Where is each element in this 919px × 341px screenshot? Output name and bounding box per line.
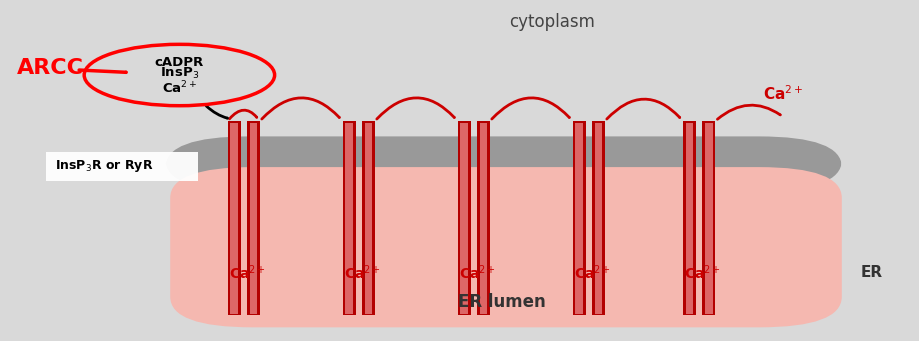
Bar bbox=[249, 123, 257, 314]
Bar bbox=[228, 121, 241, 315]
Text: Ca$^{2+}$: Ca$^{2+}$ bbox=[763, 85, 802, 103]
Bar bbox=[702, 121, 715, 315]
FancyArrowPatch shape bbox=[262, 98, 339, 119]
Bar bbox=[460, 123, 468, 314]
Text: Ca$^{2+}$: Ca$^{2+}$ bbox=[684, 264, 720, 282]
FancyArrowPatch shape bbox=[79, 70, 126, 72]
Text: Ca$^{2+}$: Ca$^{2+}$ bbox=[344, 264, 380, 282]
Bar bbox=[477, 121, 489, 315]
Bar bbox=[362, 121, 375, 315]
Bar bbox=[364, 123, 372, 314]
FancyArrowPatch shape bbox=[377, 98, 454, 119]
Text: ER: ER bbox=[859, 265, 881, 280]
FancyArrowPatch shape bbox=[492, 98, 569, 119]
Text: cADPR: cADPR bbox=[154, 56, 204, 69]
Bar bbox=[458, 121, 471, 315]
Text: Ca$^{2+}$: Ca$^{2+}$ bbox=[573, 264, 610, 282]
Bar bbox=[685, 123, 693, 314]
Bar bbox=[682, 121, 696, 315]
Text: ER lumen: ER lumen bbox=[457, 293, 545, 311]
Bar bbox=[230, 123, 238, 314]
Bar bbox=[342, 121, 355, 315]
Text: Ca$^{2+}$: Ca$^{2+}$ bbox=[459, 264, 495, 282]
Text: InsP$_3$: InsP$_3$ bbox=[160, 66, 199, 81]
Bar bbox=[574, 123, 583, 314]
Text: ARCC: ARCC bbox=[17, 58, 84, 78]
FancyArrowPatch shape bbox=[607, 99, 679, 119]
Bar bbox=[345, 123, 353, 314]
FancyArrowPatch shape bbox=[229, 110, 256, 119]
Bar bbox=[592, 121, 605, 315]
Bar bbox=[572, 121, 585, 315]
Bar bbox=[479, 123, 487, 314]
Text: InsP$_3$R or RyR: InsP$_3$R or RyR bbox=[55, 158, 153, 174]
Text: Ca$^{2+}$: Ca$^{2+}$ bbox=[162, 79, 197, 96]
FancyBboxPatch shape bbox=[46, 152, 198, 181]
Bar bbox=[704, 123, 712, 314]
Text: cytoplasm: cytoplasm bbox=[508, 13, 595, 31]
FancyArrowPatch shape bbox=[717, 105, 779, 119]
FancyArrowPatch shape bbox=[206, 106, 227, 118]
Text: Ca$^{2+}$: Ca$^{2+}$ bbox=[229, 264, 266, 282]
FancyBboxPatch shape bbox=[170, 167, 841, 327]
Bar bbox=[594, 123, 602, 314]
Bar bbox=[246, 121, 260, 315]
FancyBboxPatch shape bbox=[165, 136, 841, 191]
